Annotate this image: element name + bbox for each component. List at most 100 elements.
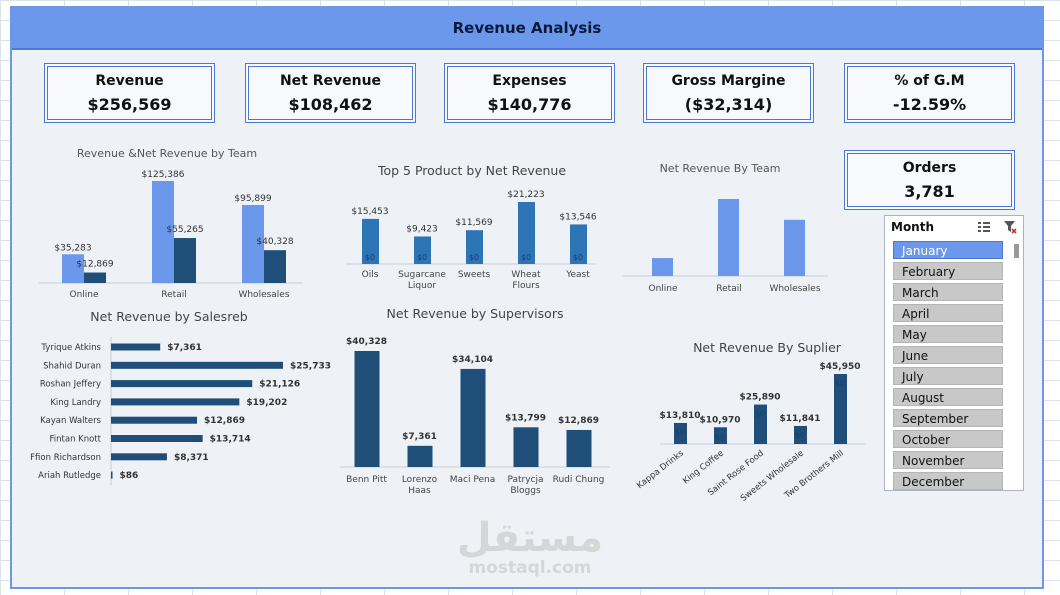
chart-title: Net Revenue By Team [660, 162, 781, 175]
slicer-item-september[interactable]: September [893, 409, 1003, 427]
kpi-label: Orders [902, 159, 957, 176]
kpi-net-revenue: Net Revenue $108,462 [245, 63, 416, 123]
bar [111, 416, 198, 424]
data-label: $7,361 [402, 432, 437, 442]
slicer-item-march[interactable]: March [893, 283, 1003, 301]
bar [570, 224, 587, 264]
tick-label: Tyrique Atkins [40, 343, 101, 353]
tick-label: Shahid Duran [43, 361, 101, 371]
data-label: $55,265 [166, 225, 203, 235]
chart-title: Revenue &Net Revenue by Team [77, 147, 257, 160]
watermark-latin: mostaql.com [468, 558, 592, 578]
tick-label: Kappa Drinks [635, 448, 686, 491]
bar [242, 204, 264, 283]
slicer-scrollbar[interactable] [1014, 244, 1019, 258]
slicer-item-february[interactable]: February [893, 262, 1003, 280]
chart-net-revenue-by-supervisors: Net Revenue by Supervisors $40,328 Benn P… [340, 306, 610, 496]
bar [362, 218, 379, 264]
bar [754, 404, 767, 444]
chart-net-revenue-by-team: Net Revenue By Team Online Retail Wholesal… [622, 162, 828, 294]
slicer-item-august[interactable]: August [893, 388, 1003, 406]
data-label: $35,283 [54, 243, 91, 253]
bar [62, 254, 84, 283]
kpi-value: $140,776 [487, 94, 572, 114]
data-label: $95,899 [234, 194, 271, 204]
tick-label: Ffion Richardson [30, 453, 101, 463]
tick-label: Benn Pitt [346, 475, 387, 485]
kpi-value: -12.59% [892, 94, 967, 114]
data-label: $34,104 [452, 355, 493, 365]
data-label: $45,950 [820, 362, 861, 372]
tick-label: Haas [408, 486, 431, 496]
data-label: $25,890 [740, 393, 781, 403]
tick-label: Bloggs [510, 486, 541, 496]
bar [414, 236, 431, 264]
tick-label: Wholesales [238, 290, 289, 300]
bar [264, 250, 286, 283]
kpi-expenses: Expenses $140,776 [444, 63, 615, 123]
slicer-item-may[interactable]: May [893, 325, 1003, 343]
month-slicer: Month January February March April May June Ju… [884, 215, 1024, 491]
bar [513, 427, 539, 467]
data-label: $10,970 [700, 415, 741, 425]
inner-label: $0 [365, 253, 375, 262]
inner-label: $0 [417, 253, 427, 262]
tick-label: Retail [716, 284, 741, 294]
slicer-item-december[interactable]: December [893, 472, 1003, 490]
slicer-header: Month [885, 216, 1023, 238]
data-label: $12,869 [558, 416, 599, 426]
inner-label: $0 [675, 428, 685, 437]
slicer-icons [977, 220, 1017, 234]
data-label: $8,371 [174, 453, 209, 463]
bar [354, 351, 380, 467]
chart-top5-products: Top 5 Product by Net Revenue $15,453 $0 Oi… [346, 163, 597, 291]
tick-label: Rudi Chung [553, 475, 605, 485]
data-label: $9,423 [406, 224, 438, 234]
tick-label: Roshan Jeffery [40, 380, 101, 390]
tick-label: Liquor [408, 281, 436, 291]
chart-revenue-net-by-team: Revenue &Net Revenue by Team $35,283 $12,… [39, 147, 303, 300]
bar [566, 429, 592, 467]
chart-title: Net Revenue By Suplier [693, 340, 842, 355]
bar [152, 181, 174, 283]
tick-label: Ariah Rutledge [38, 471, 101, 481]
bar [834, 374, 847, 444]
tick-label: King Landry [50, 398, 101, 408]
page-title: Revenue Analysis [452, 19, 602, 37]
kpi-value: $256,569 [87, 94, 172, 114]
data-label: $11,841 [780, 414, 821, 424]
bar [518, 202, 535, 264]
bar [674, 422, 687, 444]
data-label: $11,569 [455, 218, 492, 228]
kpi-label: % of G.M [894, 72, 965, 89]
bar [111, 453, 167, 461]
bar [718, 199, 739, 276]
watermark-arabic: مستقل [456, 515, 604, 561]
slicer-item-january[interactable]: January [893, 241, 1003, 259]
tick-label: Lorenzo [402, 475, 438, 485]
kpi-label: Revenue [95, 72, 164, 89]
slicer-items: January February March April May June July Augu… [885, 241, 1023, 490]
slicer-item-october[interactable]: October [893, 430, 1003, 448]
bar [111, 398, 240, 406]
chart-net-revenue-by-suplier: Net Revenue By Suplier $13,810 $0 Kappa Dr… [635, 340, 866, 504]
kpi-gross-margine: Gross Margine ($32,314) [643, 63, 814, 123]
slicer-item-june[interactable]: June [893, 346, 1003, 364]
slicer-item-july[interactable]: July [893, 367, 1003, 385]
kpi-value: $108,462 [288, 94, 373, 114]
data-label: $21,126 [259, 380, 300, 390]
data-label: $12,869 [76, 260, 113, 270]
bar [460, 368, 486, 467]
chart-title: Net Revenue by Salesreb [90, 309, 247, 324]
slicer-item-april[interactable]: April [893, 304, 1003, 322]
inner-label: $0 [755, 410, 765, 419]
bar [714, 427, 727, 444]
bar [466, 230, 483, 264]
clear-filter-icon[interactable] [1003, 220, 1017, 234]
tick-label: Maci Pena [450, 475, 495, 485]
data-label: $40,328 [256, 237, 293, 247]
inner-label: $0 [469, 253, 479, 262]
multi-select-icon[interactable] [977, 220, 991, 234]
slicer-item-november[interactable]: November [893, 451, 1003, 469]
kpi-orders: Orders 3,781 [844, 150, 1015, 210]
